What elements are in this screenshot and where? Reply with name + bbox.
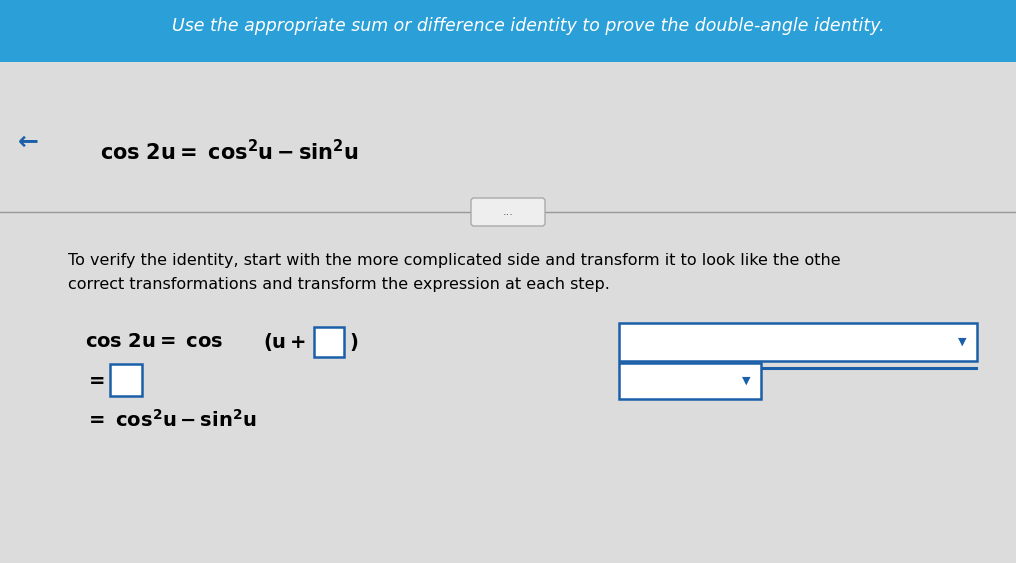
Text: $\mathbf{=\ cos^2u-sin^2u}$: $\mathbf{=\ cos^2u-sin^2u}$ xyxy=(85,409,257,431)
Text: ▼: ▼ xyxy=(742,376,750,386)
Text: To verify the identity, start with the more complicated side and transform it to: To verify the identity, start with the m… xyxy=(68,252,840,267)
FancyBboxPatch shape xyxy=(471,198,545,226)
Text: $\mathbf{cos\ 2u=\ cos}$: $\mathbf{cos\ 2u=\ cos}$ xyxy=(85,333,224,351)
FancyBboxPatch shape xyxy=(619,363,761,399)
Text: ▼: ▼ xyxy=(958,337,966,347)
Text: ...: ... xyxy=(503,207,513,217)
Text: $\mathbf{cos\ 2u=\ cos^2u-sin^2u}$: $\mathbf{cos\ 2u=\ cos^2u-sin^2u}$ xyxy=(100,140,359,164)
Text: ←: ← xyxy=(17,130,39,154)
Bar xyxy=(0,0,1016,62)
Text: $\mathbf{=}$: $\mathbf{=}$ xyxy=(85,371,106,389)
FancyBboxPatch shape xyxy=(619,323,977,361)
Text: $\mathbf{)}$: $\mathbf{)}$ xyxy=(350,331,359,353)
Text: Use the appropriate sum or difference identity to prove the double-angle identit: Use the appropriate sum or difference id… xyxy=(172,17,885,35)
FancyBboxPatch shape xyxy=(314,327,344,357)
Text: correct transformations and transform the expression at each step.: correct transformations and transform th… xyxy=(68,276,610,292)
Text: $\mathbf{(u+}$: $\mathbf{(u+}$ xyxy=(263,331,306,353)
FancyBboxPatch shape xyxy=(110,364,142,396)
